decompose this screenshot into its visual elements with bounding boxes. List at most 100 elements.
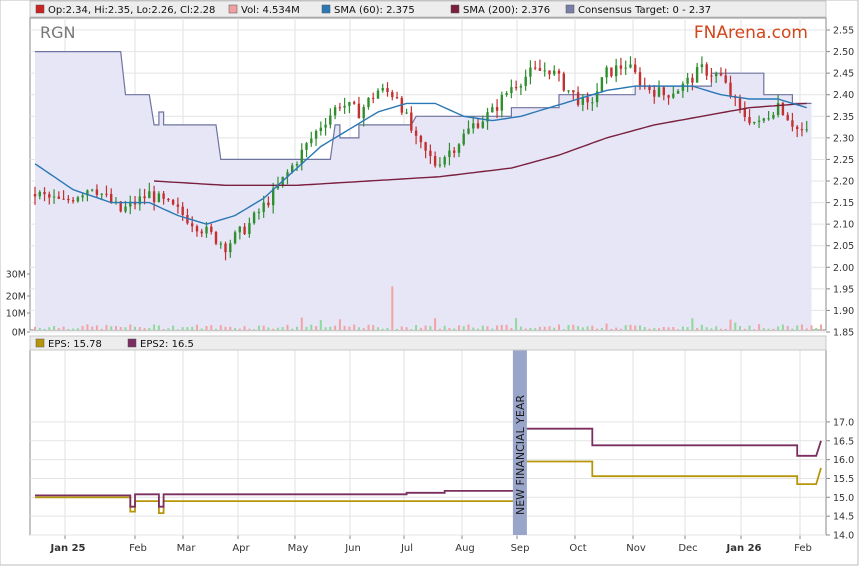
- candle-body: [462, 133, 465, 145]
- volume-bar: [286, 324, 289, 330]
- volume-bar: [805, 328, 808, 330]
- legend-swatch: [35, 4, 45, 14]
- candle-body: [772, 115, 775, 119]
- candle-body: [276, 184, 280, 189]
- volume-bar: [496, 325, 499, 330]
- volume-bar: [105, 324, 108, 330]
- candle-body: [343, 105, 346, 108]
- candle-body: [157, 193, 161, 202]
- ticker-label: RGN: [40, 23, 75, 42]
- candle-body: [476, 123, 480, 128]
- new-financial-year-label: NEW FINANCIAL YEAR: [514, 395, 527, 515]
- candle-body: [572, 90, 575, 93]
- volume-bar: [505, 324, 508, 330]
- candle-body: [767, 118, 770, 120]
- volume-bar: [153, 324, 156, 330]
- volume-bar: [643, 327, 646, 330]
- candle-body: [562, 73, 565, 91]
- volume-bar: [686, 327, 689, 330]
- volume-bar: [415, 325, 418, 330]
- volume-bar: [548, 326, 551, 330]
- volume-bar: [424, 325, 427, 330]
- volume-bar: [91, 326, 94, 330]
- price-tick-label: 2.40: [833, 90, 854, 101]
- candle-body: [81, 195, 84, 198]
- volume-bar: [658, 328, 660, 330]
- volume-bar: [653, 328, 656, 330]
- price-tick-label: 2.20: [833, 177, 854, 188]
- x-tick-label: Jun: [344, 543, 361, 554]
- candle-body: [200, 231, 203, 234]
- candle-body: [52, 196, 56, 198]
- x-tick-label: Sep: [511, 543, 530, 554]
- candle-body: [391, 92, 394, 98]
- volume-bar: [510, 328, 513, 330]
- candle-body: [786, 114, 789, 121]
- price-tick-label: 2.25: [833, 155, 854, 166]
- watermark-label: FNArena.com: [694, 23, 808, 43]
- volume-bar: [243, 326, 246, 330]
- volume-bar: [410, 329, 413, 330]
- volume-bar: [767, 328, 770, 330]
- candle-body: [757, 120, 761, 122]
- volume-bar: [34, 326, 36, 330]
- volume-bar: [334, 325, 337, 330]
- volume-bar: [562, 329, 565, 330]
- volume-bar: [815, 328, 818, 330]
- x-tick-label: Apr: [232, 543, 250, 554]
- volume-bar: [262, 325, 265, 330]
- candle-body: [595, 91, 599, 103]
- x-tick-label: Oct: [569, 543, 586, 554]
- candle-body: [791, 120, 794, 127]
- volume-bar: [662, 327, 665, 330]
- eps-tick-label: 15.0: [833, 493, 854, 504]
- candle-body: [529, 67, 532, 77]
- volume-bar: [110, 326, 113, 330]
- volume-bar: [667, 327, 670, 330]
- volume-bar: [758, 324, 761, 330]
- volume-bar: [76, 328, 79, 330]
- candle-body: [405, 112, 408, 114]
- eps-legend-bar: [29, 335, 827, 351]
- candle-body: [219, 243, 222, 245]
- candle-body: [143, 196, 146, 199]
- candle-body: [443, 157, 446, 165]
- volume-bar: [148, 327, 151, 330]
- eps-tick-label: 16.0: [833, 455, 854, 466]
- candle-body: [300, 149, 303, 165]
- candle-body: [91, 189, 94, 191]
- legend-entry: SMA (60): 2.375: [334, 5, 415, 16]
- volume-bar: [143, 328, 146, 330]
- volume-bar: [300, 317, 303, 330]
- volume-tick-label: 20M: [6, 292, 26, 303]
- volume-bar: [191, 326, 194, 330]
- x-tick-label: Jan 26: [726, 543, 762, 554]
- volume-bar: [95, 325, 98, 330]
- x-tick-label: Feb: [794, 543, 812, 554]
- price-tick-label: 2.15: [833, 198, 854, 209]
- volume-bar: [38, 328, 41, 330]
- candle-body: [738, 98, 742, 109]
- volume-bar: [610, 328, 613, 330]
- volume-bar: [438, 328, 441, 330]
- candle-body: [362, 107, 365, 119]
- volume-bar: [791, 328, 794, 330]
- volume-bar: [796, 325, 799, 330]
- volume-bar: [734, 322, 737, 330]
- candle-body: [500, 94, 503, 111]
- volume-bar: [419, 327, 422, 330]
- volume-bar: [296, 326, 298, 330]
- volume-bar: [634, 325, 637, 330]
- volume-bar: [753, 329, 756, 330]
- candle-body: [67, 198, 70, 201]
- candle-body: [57, 196, 60, 199]
- candle-body: [338, 107, 342, 109]
- volume-bar: [591, 325, 594, 330]
- candle-body: [486, 112, 489, 122]
- candle-body: [171, 200, 175, 205]
- volume-bar: [400, 326, 403, 330]
- volume-bar: [67, 329, 70, 330]
- candle-body: [796, 126, 799, 129]
